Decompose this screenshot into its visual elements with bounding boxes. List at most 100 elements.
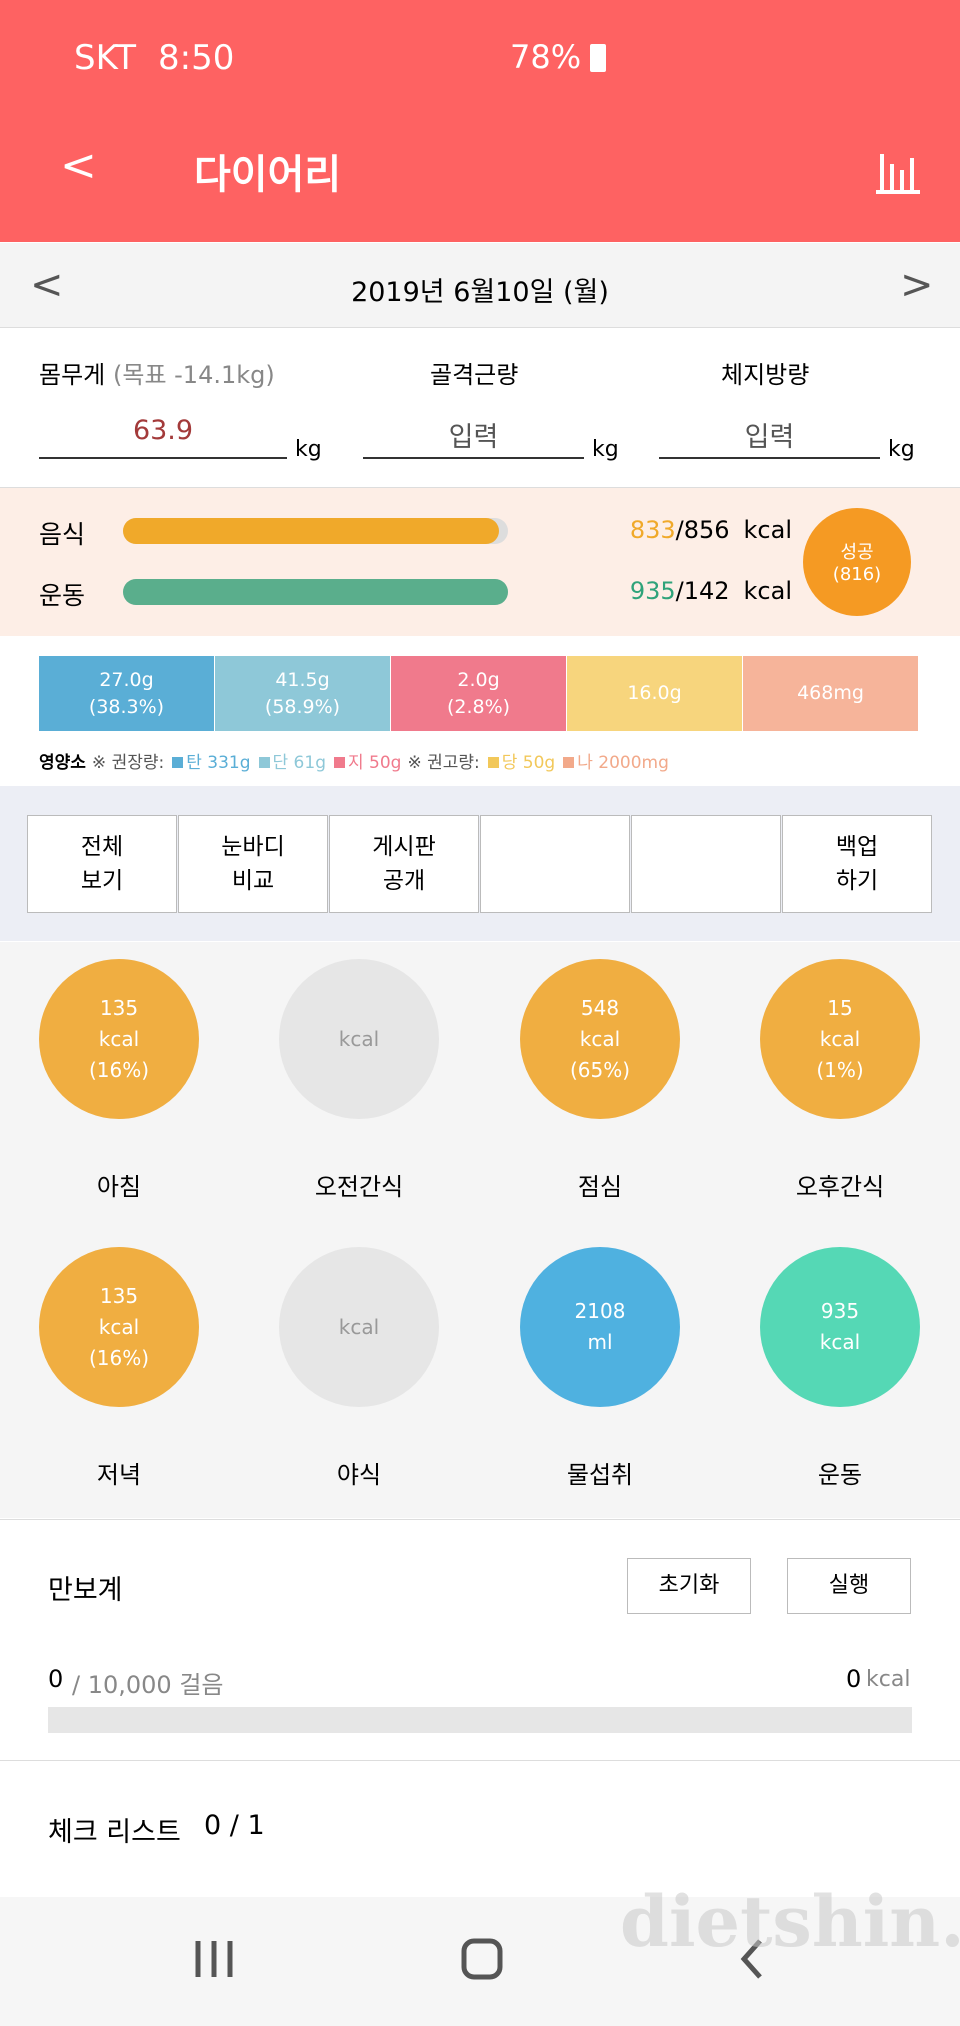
meal-label: 야식 xyxy=(336,1461,382,1489)
meal-circle[interactable]: 135 kcal (16%) xyxy=(39,1247,199,1407)
calorie-label: 음식 xyxy=(39,520,86,549)
reset-button[interactable]: 초기화 xyxy=(627,1558,751,1614)
nav-bar xyxy=(0,1897,960,2026)
tab[interactable] xyxy=(631,815,781,913)
chart-button[interactable] xyxy=(872,144,922,194)
metric-unit: kg xyxy=(888,437,915,462)
nutrient-text: (38.3%) xyxy=(88,695,165,718)
nutrient-text: (58.9%) xyxy=(264,695,341,718)
metric-goal: (목표 -14.1kg) xyxy=(113,361,275,389)
steps-goal: / 10,000 걸음 xyxy=(72,1671,224,1699)
legend-swatch xyxy=(258,757,270,768)
legend-swatch xyxy=(487,757,499,768)
tab-text: 전체 xyxy=(80,834,124,860)
header-bg xyxy=(0,0,960,242)
calorie-bar xyxy=(123,579,508,605)
legend-item: 지 50g xyxy=(347,753,402,773)
metric-value: 63.9 xyxy=(132,415,194,446)
tab-text: 보기 xyxy=(80,868,124,894)
meal-circle[interactable]: 935 kcal xyxy=(760,1247,920,1407)
meal-text: 548 xyxy=(580,995,620,1020)
calorie-text: 935/142 kcal xyxy=(560,577,792,605)
nutrient-text: 41.5g xyxy=(275,668,330,691)
nav-icons xyxy=(195,1938,762,1980)
meal-text: kcal xyxy=(819,1330,861,1354)
meal-text: 2108 xyxy=(574,1299,626,1323)
legend-swatch xyxy=(172,757,184,768)
meal-label: 물섭취 xyxy=(566,1461,634,1489)
calorie-label: 운동 xyxy=(39,581,86,610)
meal-text: 135 xyxy=(99,995,139,1020)
meal-text: (16%) xyxy=(88,1345,150,1370)
meal-text: 135 xyxy=(99,1283,139,1308)
tab[interactable]: 백업 하기 xyxy=(782,815,932,913)
tab-text: 공개 xyxy=(382,868,426,894)
meal-text: (65%) xyxy=(569,1057,631,1082)
meal-circle[interactable]: 548 kcal (65%) xyxy=(520,959,680,1119)
metric-label: 골격근량 xyxy=(430,361,519,389)
nutrient-cell: 468mg xyxy=(743,656,918,731)
tab-text: 눈바디 xyxy=(221,834,285,860)
calorie-text: 833/856 kcal xyxy=(560,516,792,544)
nutrient-text: 2.0g xyxy=(457,668,500,691)
meal-text: kcal xyxy=(579,1026,621,1051)
back-button[interactable]: < xyxy=(60,140,97,191)
prev-date[interactable]: < xyxy=(30,262,64,308)
metric-value: 입력 xyxy=(744,422,795,453)
date: 2019년 6월10일 (월) xyxy=(351,277,609,308)
metric-line xyxy=(39,457,287,459)
meal-circle[interactable]: 2108 ml xyxy=(520,1247,680,1407)
metric-value: 입력 xyxy=(448,422,499,453)
calorie-current: 833 xyxy=(629,516,676,544)
tab-text: 백업 xyxy=(835,834,879,860)
legend-note: ※ 권장량: xyxy=(91,753,165,773)
meal-label: 오후간식 xyxy=(795,1173,885,1201)
success-badge xyxy=(803,508,911,616)
page-title: 다이어리 xyxy=(194,152,342,198)
date-nav xyxy=(0,243,960,328)
meal-text: kcal xyxy=(338,1314,380,1339)
divider xyxy=(0,487,960,488)
nutrient-cell: 27.0g (38.3%) xyxy=(39,656,214,731)
legend-swatch xyxy=(333,757,345,768)
nutrient-text: 468mg xyxy=(797,682,864,704)
pedometer-title: 만보계 xyxy=(48,1575,123,1606)
legend-swatch xyxy=(563,757,575,768)
metric-unit: kg xyxy=(592,437,619,462)
meal-circle[interactable]: 135 kcal (16%) xyxy=(39,959,199,1119)
battery-icon xyxy=(590,44,606,72)
tab-text: 게시판 xyxy=(372,834,436,860)
calorie-total: /142 xyxy=(675,577,730,605)
meal-label: 오전간식 xyxy=(314,1173,404,1201)
meal-circle[interactable]: kcal xyxy=(279,959,439,1119)
meal-text: ml xyxy=(587,1330,613,1354)
watermark: dietshin.com xyxy=(620,1880,960,1963)
metric-line xyxy=(363,457,584,459)
meal-text: kcal xyxy=(819,1026,861,1051)
divider xyxy=(0,1760,960,1761)
tab[interactable] xyxy=(480,815,630,913)
step-progress xyxy=(48,1707,912,1733)
nutrient-cell: 16.0g xyxy=(567,656,742,731)
legend-item: 탄 331g xyxy=(186,753,251,773)
meal-label: 운동 xyxy=(817,1461,863,1489)
calorie-unit: kcal xyxy=(743,516,792,544)
meal-text: kcal xyxy=(338,1026,380,1051)
nutrient-text: 27.0g xyxy=(99,668,154,691)
tab-text: 비교 xyxy=(231,868,275,894)
divider xyxy=(0,1519,960,1520)
metric-unit: kg xyxy=(295,437,322,462)
calorie-section xyxy=(0,488,960,636)
calorie-current: 935 xyxy=(629,577,676,605)
meal-circle[interactable]: 15 kcal (1%) xyxy=(760,959,920,1119)
next-date[interactable]: > xyxy=(900,262,934,308)
meal-circle[interactable]: kcal xyxy=(279,1247,439,1407)
battery: 78% xyxy=(510,38,582,76)
calorie-unit: kcal xyxy=(743,577,792,605)
run-button[interactable]: 실행 xyxy=(787,1558,911,1614)
steps: 0 xyxy=(48,1665,64,1693)
